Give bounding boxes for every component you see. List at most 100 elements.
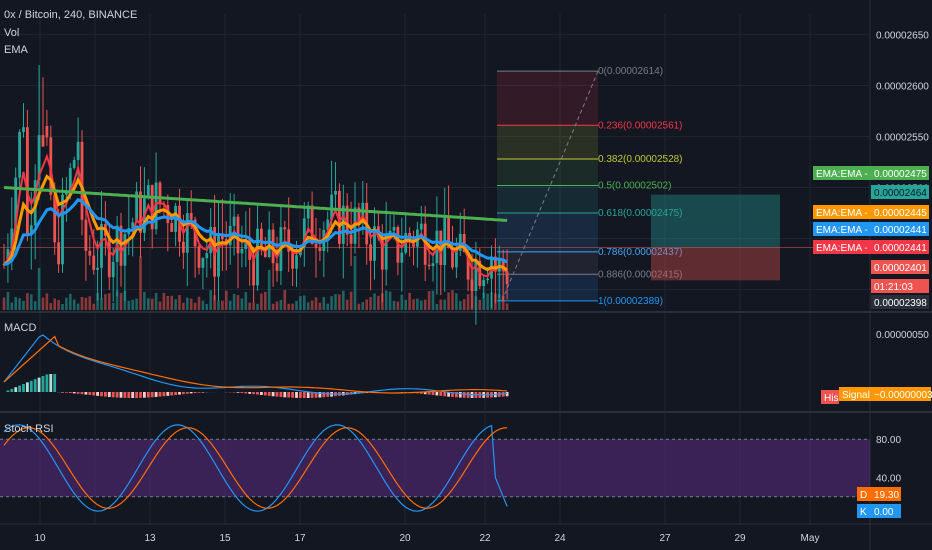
candle-body	[271, 229, 275, 264]
stoch-d-name-tag	[857, 487, 871, 501]
volume-bar	[170, 295, 173, 310]
volume-bar	[131, 299, 134, 310]
candle-body	[240, 248, 244, 254]
volume-bar	[287, 303, 290, 310]
macd-pane-title[interactable]: MACD	[4, 322, 37, 334]
volume-bar	[427, 291, 431, 310]
volume-bar	[306, 302, 310, 310]
volume-bar	[80, 297, 84, 310]
candle-body	[361, 202, 365, 223]
volume-bar	[342, 290, 345, 310]
stoch-rsi-pane-title[interactable]: Stoch RSI	[4, 423, 54, 435]
macd-histogram-bar	[252, 392, 255, 395]
stoch-d-value-tag-text: 19.30	[874, 490, 899, 501]
volume-bar	[22, 300, 25, 310]
rsi-tick-label: 40.00	[876, 474, 901, 485]
volume-bar	[353, 255, 357, 310]
volume-bar	[373, 293, 376, 310]
price-axis[interactable]: 0.000026500.000026000.000025500.00002500…	[876, 30, 929, 484]
macd-histogram-bar	[451, 392, 454, 397]
macd-histogram-bar	[283, 392, 287, 398]
macd-histogram-bar	[295, 392, 298, 398]
ema-value-tag	[871, 166, 929, 180]
candle-body	[107, 235, 111, 278]
symbol-title: 0x / Bitcoin, 240, BINANCE	[4, 9, 138, 21]
macd-histogram-bar	[143, 392, 146, 398]
candle-body	[139, 191, 142, 233]
macd-histogram-bar	[267, 392, 271, 396]
candle-body	[400, 252, 404, 263]
time-axis[interactable]: 10 13 15 17 20 22 24 27 29 May	[34, 533, 819, 544]
macd-histogram-bar	[431, 392, 435, 396]
macd-histogram-bar	[260, 392, 263, 396]
volume-bar	[154, 292, 158, 310]
volume-bar	[111, 302, 115, 310]
fib-level-label: 0.236(0.00002561)	[598, 120, 683, 131]
macd-histogram-bar	[299, 392, 302, 398]
volume-bar	[33, 301, 37, 310]
volume-bar	[158, 301, 162, 310]
candle-body	[232, 216, 236, 226]
macd-histogram-bar	[76, 392, 80, 394]
stoch-k-value-tag	[871, 504, 901, 518]
macd-histogram-bar	[84, 392, 88, 395]
macd-histogram-bar	[322, 392, 326, 398]
macd-histogram-bar	[162, 392, 166, 397]
fibonacci-retracement[interactable]: 0(0.00002614) 0.236(0.00002561) 0.382(0.00…	[497, 66, 683, 307]
vol-indicator-label[interactable]: Vol	[4, 27, 20, 39]
candle-body	[252, 259, 255, 286]
volume-bar	[18, 298, 21, 310]
macd-histogram-bar	[447, 392, 450, 397]
macd-histogram-bar	[104, 392, 107, 397]
volume-bar	[267, 269, 271, 310]
volume-bar	[135, 298, 138, 310]
volume-bar	[104, 294, 107, 310]
candle-body	[318, 247, 322, 251]
volume-bar	[166, 295, 170, 310]
macd-histogram-bar	[139, 392, 142, 398]
volume-bar	[392, 300, 396, 310]
candle-body	[170, 223, 174, 232]
candle-body	[486, 278, 489, 281]
macd-histogram-bar	[419, 392, 423, 394]
candle-body	[494, 256, 497, 272]
macd-histogram-bar	[244, 392, 248, 394]
macd-histogram-bar	[146, 392, 150, 398]
volume-bar	[232, 293, 236, 310]
macd-histogram-bar	[505, 392, 509, 397]
volume-bar	[252, 302, 255, 310]
ema-indicator-label[interactable]: EMA	[4, 44, 28, 56]
macd-histogram-bar	[107, 392, 111, 397]
candle-body	[369, 244, 372, 261]
macd-histogram-bar	[174, 392, 177, 395]
volume-bar	[455, 293, 458, 310]
candle-body	[14, 177, 18, 229]
volume-bar	[439, 299, 443, 310]
volume-bar	[505, 303, 509, 310]
candle-body	[384, 234, 388, 270]
volume-bar	[412, 299, 415, 310]
candle-body	[100, 224, 103, 268]
candle-body	[466, 252, 470, 280]
macd-histogram-bar	[279, 392, 283, 397]
rsi-tick-label: 80.00	[876, 435, 901, 446]
ema-name-tag-text: EMA:EMA - 4	[816, 169, 876, 180]
volume-bar	[435, 303, 439, 310]
fib-level-label: 0(0.00002614)	[598, 66, 663, 77]
macd-histogram-bar	[127, 392, 131, 398]
candle-body	[244, 239, 248, 249]
fib-level-label: 0.786(0.00002437)	[598, 247, 683, 258]
fib-level-label: 0.886(0.00002415)	[598, 269, 683, 280]
candle-body	[45, 125, 49, 138]
fib-level-label: 1(0.00002389)	[598, 296, 663, 307]
volume-bar	[361, 302, 365, 310]
macd-histogram-bar	[26, 382, 29, 392]
macd-hist-tag-text: His	[824, 393, 838, 404]
long-position-tool[interactable]	[0, 194, 870, 281]
candle-body	[76, 141, 80, 160]
candle-body	[135, 191, 138, 223]
macd-histogram-bar	[150, 392, 154, 398]
volume-bar	[72, 299, 76, 310]
